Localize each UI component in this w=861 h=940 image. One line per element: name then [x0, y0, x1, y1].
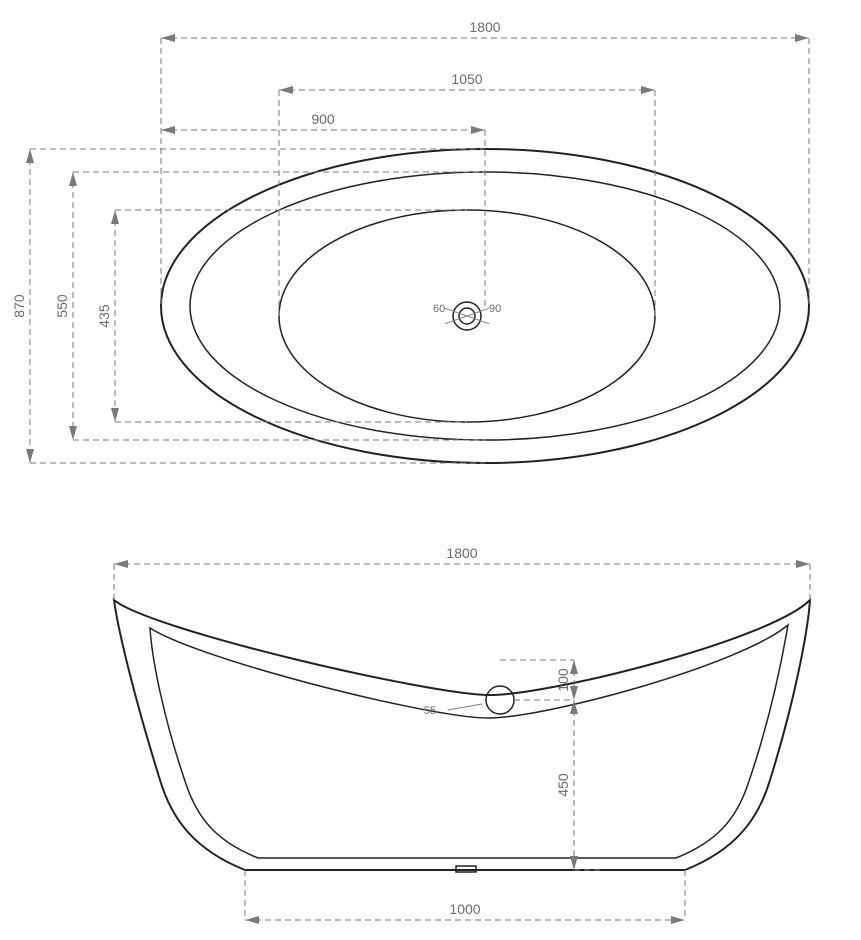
svg-text:1000: 1000 — [449, 901, 480, 917]
tub-inner-profile — [150, 625, 788, 858]
svg-text:1800: 1800 — [446, 545, 477, 561]
svg-text:1800: 1800 — [469, 19, 500, 35]
svg-text:1050: 1050 — [451, 71, 482, 87]
drain-dim-right: 90 — [489, 303, 501, 315]
svg-text:550: 550 — [54, 294, 70, 318]
svg-text:870: 870 — [11, 294, 27, 318]
overflow-hole — [486, 686, 514, 714]
svg-text:450: 450 — [555, 773, 571, 797]
svg-text:900: 900 — [311, 111, 335, 127]
svg-text:435: 435 — [96, 304, 112, 328]
drain-dim-left: 60 — [433, 303, 445, 315]
svg-text:100: 100 — [555, 668, 571, 692]
technical-drawing: 1800 1050 900 870 550 435 60 90 1800 1000 450 100 55 — [0, 0, 861, 940]
overflow-dim: 55 — [424, 705, 436, 717]
front-view — [114, 600, 810, 872]
tub-outer-profile — [114, 600, 810, 870]
